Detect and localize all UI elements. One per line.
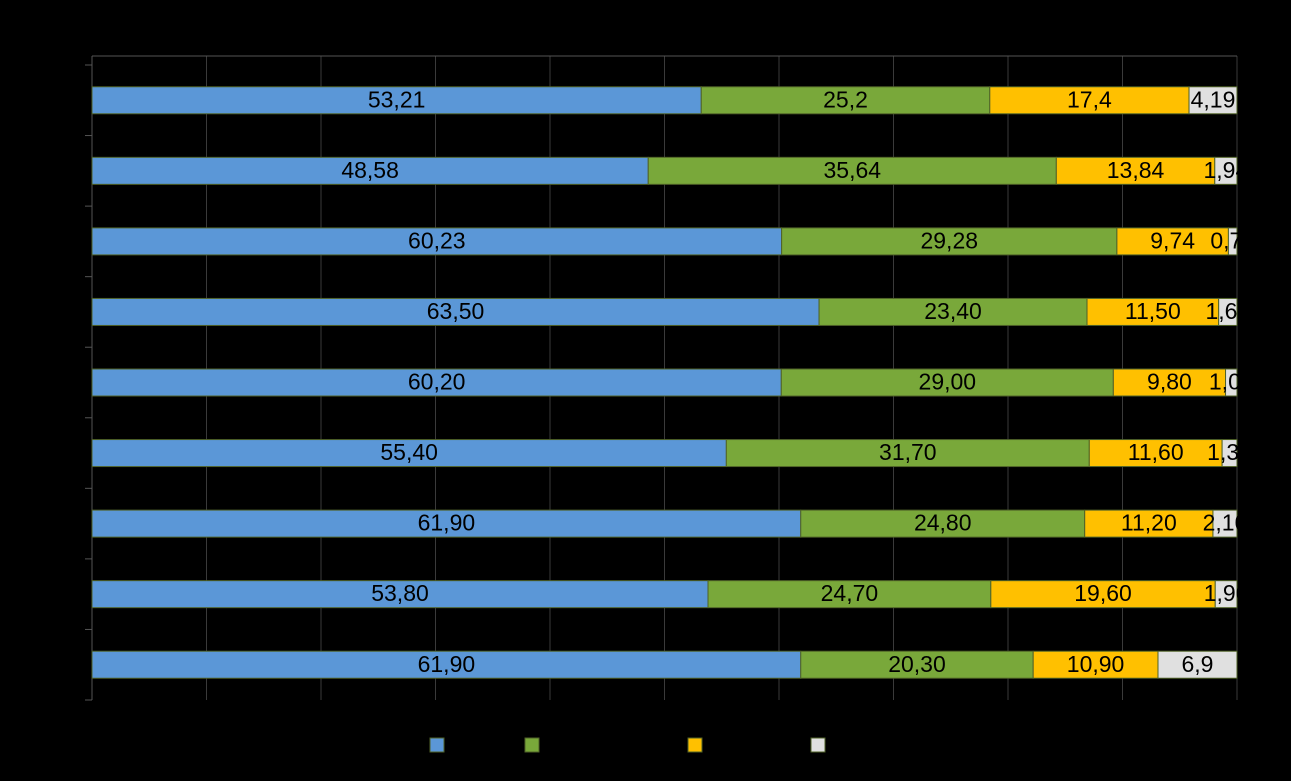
- data-label: 53,80: [371, 580, 429, 606]
- bar-segment: [1214, 156, 1238, 185]
- bar-segment: [1225, 368, 1238, 397]
- bar-segment: [707, 580, 992, 609]
- data-label: 1,90: [1204, 580, 1249, 606]
- bar-segment: [1084, 509, 1214, 538]
- data-label: 11,60: [1128, 439, 1184, 465]
- legend-swatch: [687, 737, 703, 753]
- bar-segment: [700, 86, 991, 115]
- bar-segment: [1055, 156, 1216, 185]
- data-label: 61,90: [418, 510, 476, 536]
- data-label: 24,80: [914, 510, 972, 536]
- data-label: 24,70: [821, 580, 879, 606]
- bar-segment: [91, 227, 783, 256]
- data-label: 11,50: [1125, 298, 1181, 324]
- data-label: 6,9: [1182, 651, 1214, 677]
- data-label: 1,94: [1204, 157, 1249, 183]
- bar-segment: [91, 509, 802, 538]
- legend-swatch: [429, 737, 445, 753]
- data-label: 31,70: [879, 439, 937, 465]
- bar-segment: [1214, 580, 1238, 609]
- bar-segment: [818, 297, 1088, 326]
- data-label: 11,20: [1121, 510, 1177, 536]
- bar-segment: [1188, 86, 1238, 115]
- bar-segment: [91, 439, 727, 468]
- data-label: 61,90: [418, 651, 476, 677]
- bar-segment: [91, 86, 702, 115]
- bar-segment: [989, 86, 1190, 115]
- bar-segment: [1221, 439, 1238, 468]
- bar-segment: [91, 156, 649, 185]
- data-label: 0,75: [1210, 227, 1255, 253]
- data-label: 23,40: [924, 298, 982, 324]
- data-label: 60,23: [408, 227, 466, 253]
- bar-segment: [1088, 439, 1223, 468]
- data-label: 10,90: [1067, 651, 1125, 677]
- bar-segment: [1218, 297, 1238, 326]
- data-label: 17,4: [1067, 86, 1112, 112]
- data-label: 29,28: [920, 227, 978, 253]
- bar-segment: [1116, 227, 1229, 256]
- data-label: 19,60: [1074, 580, 1132, 606]
- data-label: 9,80: [1147, 369, 1192, 395]
- bar-segment: [800, 650, 1034, 679]
- data-label: 55,40: [380, 439, 438, 465]
- data-label: 1,30: [1207, 439, 1252, 465]
- data-label: 53,21: [368, 86, 426, 112]
- bar-segment: [1112, 368, 1227, 397]
- data-label: 20,30: [888, 651, 946, 677]
- data-label: 48,58: [341, 157, 399, 183]
- data-label: 29,00: [919, 369, 977, 395]
- data-label: 35,64: [823, 157, 881, 183]
- legend-swatch: [524, 737, 540, 753]
- data-label: 60,20: [408, 369, 466, 395]
- data-label: 9,74: [1150, 227, 1195, 253]
- bar-segment: [1227, 227, 1238, 256]
- bar-segment: [1086, 297, 1220, 326]
- legend: [429, 737, 826, 753]
- bar-segment: [91, 650, 802, 679]
- data-label: 25,2: [823, 86, 868, 112]
- data-labels: 53,21 25,2 17,4 4,19 48,58 35,64 13,84 1,94 60,2…: [341, 86, 1255, 677]
- data-label: 63,50: [427, 298, 485, 324]
- data-label: 4,19: [1191, 86, 1236, 112]
- bar-segment: [1157, 650, 1238, 679]
- bar-segment: [647, 156, 1057, 185]
- bars: [91, 86, 1238, 679]
- bar-segment: [800, 509, 1086, 538]
- bar-segment: [91, 368, 782, 397]
- data-label: 13,84: [1107, 157, 1165, 183]
- data-label: 1,00: [1209, 369, 1254, 395]
- legend-swatch: [810, 737, 826, 753]
- bar-segment: [1212, 509, 1238, 538]
- data-label: 1,60: [1205, 298, 1250, 324]
- data-label: 2,10: [1203, 510, 1248, 536]
